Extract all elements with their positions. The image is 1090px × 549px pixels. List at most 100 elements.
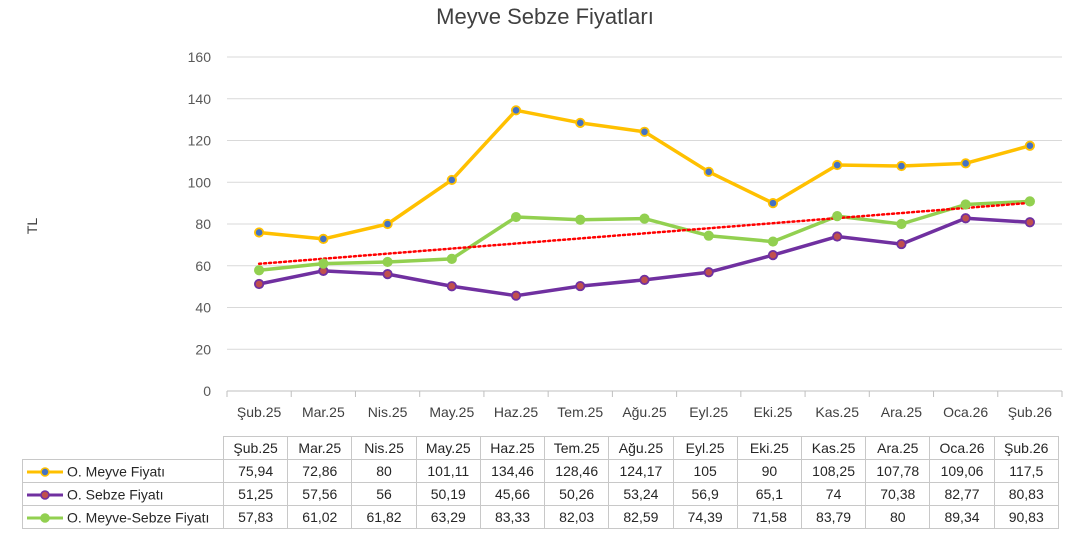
legend-key-marker xyxy=(41,514,49,522)
x-tick-label: Haz.25 xyxy=(494,404,539,420)
table-header-cell: Ara.25 xyxy=(866,437,930,460)
x-tick-label: Eki.25 xyxy=(754,404,793,420)
legend-label: O. Sebze Fiyatı xyxy=(67,487,163,503)
table-cell: 89,34 xyxy=(930,506,994,529)
table-row: O. Meyve Fiyatı 75,94 72,86 80 101,11 134,46 1… xyxy=(23,460,1059,483)
table-cell: 57,83 xyxy=(224,506,288,529)
x-tick-label: Ağu.25 xyxy=(622,404,667,420)
y-tick-label: 160 xyxy=(188,49,212,65)
table-header-cell: Tem.25 xyxy=(545,437,609,460)
data-point-s3 xyxy=(705,232,713,240)
data-point-s1 xyxy=(1026,142,1034,150)
y-tick-label: 80 xyxy=(195,216,211,232)
table-cell: 107,78 xyxy=(866,460,930,483)
data-point-s3 xyxy=(1026,197,1034,205)
table-row: O. Sebze Fiyatı 51,25 57,56 56 50,19 45,66 50,… xyxy=(23,483,1059,506)
data-point-s1 xyxy=(319,235,327,243)
table-cell: 75,94 xyxy=(224,460,288,483)
data-point-s2 xyxy=(897,240,905,248)
x-tick-label: Nis.25 xyxy=(368,404,408,420)
table-cell: 56 xyxy=(352,483,416,506)
legend-key-marker xyxy=(41,491,49,499)
data-point-s1 xyxy=(448,176,456,184)
data-point-s2 xyxy=(640,276,648,284)
y-tick-label: 40 xyxy=(195,300,211,316)
data-table: Şub.25 Mar.25 Nis.25 May.25 Haz.25 Tem.25 Ağu.… xyxy=(22,436,1059,529)
table-cell: 50,19 xyxy=(416,483,480,506)
x-tick-label: May.25 xyxy=(429,404,474,420)
y-tick-label: 60 xyxy=(195,258,211,274)
x-tick-label: Eyl.25 xyxy=(689,404,728,420)
data-point-s3 xyxy=(640,214,648,222)
data-point-s2 xyxy=(833,232,841,240)
data-point-s2 xyxy=(1026,218,1034,226)
data-point-s1 xyxy=(961,159,969,167)
table-header-cell: Nis.25 xyxy=(352,437,416,460)
data-point-s2 xyxy=(961,214,969,222)
legend-entry-3: O. Meyve-Sebze Fiyatı xyxy=(23,506,224,529)
data-point-s3 xyxy=(769,237,777,245)
legend-key-icon xyxy=(25,465,65,479)
table-cell: 56,9 xyxy=(673,483,737,506)
table-cell: 53,24 xyxy=(609,483,673,506)
data-point-s3 xyxy=(512,213,520,221)
table-cell: 50,26 xyxy=(545,483,609,506)
table-cell: 45,66 xyxy=(480,483,544,506)
table-row: O. Meyve-Sebze Fiyatı 57,83 61,02 61,82 63,2… xyxy=(23,506,1059,529)
table-cell: 63,29 xyxy=(416,506,480,529)
legend-entry-1: O. Meyve Fiyatı xyxy=(23,460,224,483)
trendline xyxy=(259,203,1030,264)
table-cell: 90 xyxy=(737,460,801,483)
data-point-s2 xyxy=(255,280,263,288)
y-tick-label: 0 xyxy=(203,383,211,399)
table-header-cell: Mar.25 xyxy=(288,437,352,460)
y-tick-label: 100 xyxy=(188,174,212,190)
data-point-s2 xyxy=(512,291,520,299)
legend-label: O. Meyve-Sebze Fiyatı xyxy=(67,510,209,526)
table-cell: 105 xyxy=(673,460,737,483)
table-cell: 61,02 xyxy=(288,506,352,529)
table-cell: 101,11 xyxy=(416,460,480,483)
data-point-s3 xyxy=(448,255,456,263)
table-cell: 82,03 xyxy=(545,506,609,529)
table-header-row: Şub.25 Mar.25 Nis.25 May.25 Haz.25 Tem.25 Ağu.… xyxy=(23,437,1059,460)
data-point-s3 xyxy=(961,200,969,208)
table-cell: 74 xyxy=(801,483,865,506)
data-point-s2 xyxy=(383,270,391,278)
legend-key-icon xyxy=(25,511,65,525)
table-cell: 117,5 xyxy=(994,460,1058,483)
x-tick-label: Mar.25 xyxy=(302,404,345,420)
table-header-cell: Şub.25 xyxy=(224,437,288,460)
data-point-s2 xyxy=(448,282,456,290)
data-point-s3 xyxy=(319,259,327,267)
data-point-s3 xyxy=(897,220,905,228)
data-point-s3 xyxy=(833,212,841,220)
table-cell: 82,59 xyxy=(609,506,673,529)
table-header-cell: Eyl.25 xyxy=(673,437,737,460)
data-point-s2 xyxy=(705,268,713,276)
data-point-s3 xyxy=(576,216,584,224)
legend-key-marker xyxy=(41,468,49,476)
data-point-s1 xyxy=(833,161,841,169)
table-cell: 128,46 xyxy=(545,460,609,483)
table-cell: 80 xyxy=(866,506,930,529)
data-point-s1 xyxy=(512,106,520,114)
table-cell: 109,06 xyxy=(930,460,994,483)
table-cell: 57,56 xyxy=(288,483,352,506)
table-header-cell: Haz.25 xyxy=(480,437,544,460)
data-point-s1 xyxy=(897,162,905,170)
x-tick-label: Şub.25 xyxy=(237,404,282,420)
x-tick-label: Oca.26 xyxy=(943,404,988,420)
x-tick-label: Kas.25 xyxy=(815,404,859,420)
y-tick-label: 120 xyxy=(188,133,212,149)
x-tick-label: Şub.26 xyxy=(1008,404,1053,420)
data-point-s1 xyxy=(576,119,584,127)
data-point-s2 xyxy=(576,282,584,290)
x-tick-label: Tem.25 xyxy=(557,404,603,420)
table-cell: 108,25 xyxy=(801,460,865,483)
data-point-s1 xyxy=(705,168,713,176)
table-cell: 70,38 xyxy=(866,483,930,506)
legend-label: O. Meyve Fiyatı xyxy=(67,464,165,480)
table-cell: 82,77 xyxy=(930,483,994,506)
table-cell: 124,17 xyxy=(609,460,673,483)
